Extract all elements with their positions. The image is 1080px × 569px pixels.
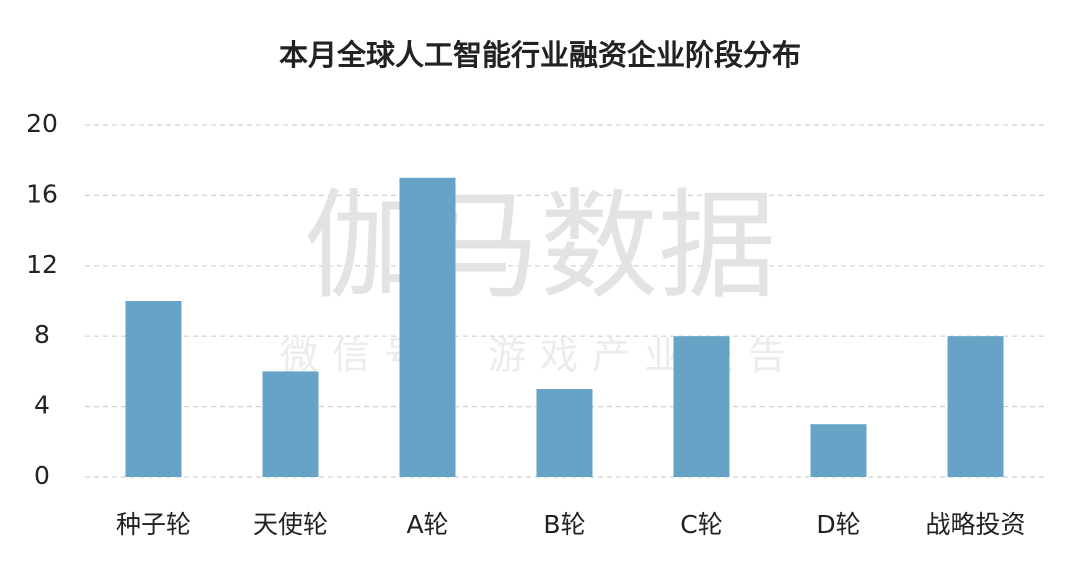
y-tick-label: 0 [34,461,50,490]
x-tick-label: 种子轮 [116,510,191,539]
bar [810,424,867,477]
chart-title: 本月全球人工智能行业融资企业阶段分布 [279,38,801,72]
y-tick-label: 4 [34,391,50,420]
x-tick-label: D轮 [816,510,860,539]
bar [536,389,593,477]
bar [673,336,730,477]
y-tick-label: 12 [26,250,58,279]
bar [947,336,1004,477]
y-tick-label: 20 [26,109,58,138]
y-tick-label: 16 [26,179,58,208]
x-tick-label: C轮 [680,510,722,539]
y-tick-label: 8 [34,320,50,349]
bar [399,177,456,478]
watermark: 伽马数据 [304,177,776,315]
x-tick-label: A轮 [406,510,448,539]
x-tick-label: 天使轮 [253,510,328,539]
x-tick-label: B轮 [543,510,585,539]
x-tick-label: 战略投资 [925,510,1025,539]
bar [262,371,319,477]
bar [125,301,182,477]
